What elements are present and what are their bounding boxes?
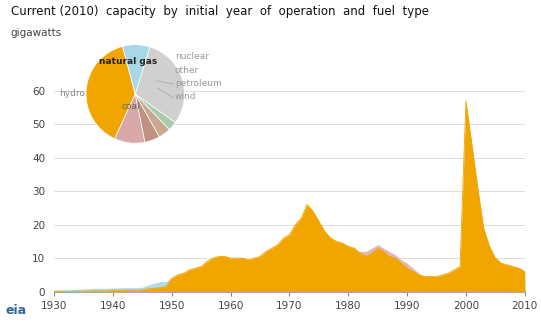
Text: gigawatts: gigawatts — [11, 28, 62, 38]
Text: wind: wind — [175, 92, 196, 101]
Text: natural gas: natural gas — [99, 57, 157, 66]
Wedge shape — [115, 94, 145, 143]
Wedge shape — [135, 47, 184, 122]
Wedge shape — [135, 94, 169, 137]
Wedge shape — [86, 46, 135, 139]
Wedge shape — [122, 45, 150, 94]
Text: petroleum: petroleum — [175, 79, 221, 87]
Wedge shape — [135, 94, 160, 142]
Text: coal: coal — [121, 102, 140, 111]
Text: eia: eia — [5, 304, 27, 317]
Text: Current (2010)  capacity  by  initial  year  of  operation  and  fuel  type: Current (2010) capacity by initial year … — [11, 5, 429, 18]
Wedge shape — [135, 94, 175, 130]
Text: other: other — [175, 66, 199, 75]
Text: hydro: hydro — [59, 89, 85, 98]
Text: nuclear: nuclear — [175, 52, 209, 62]
